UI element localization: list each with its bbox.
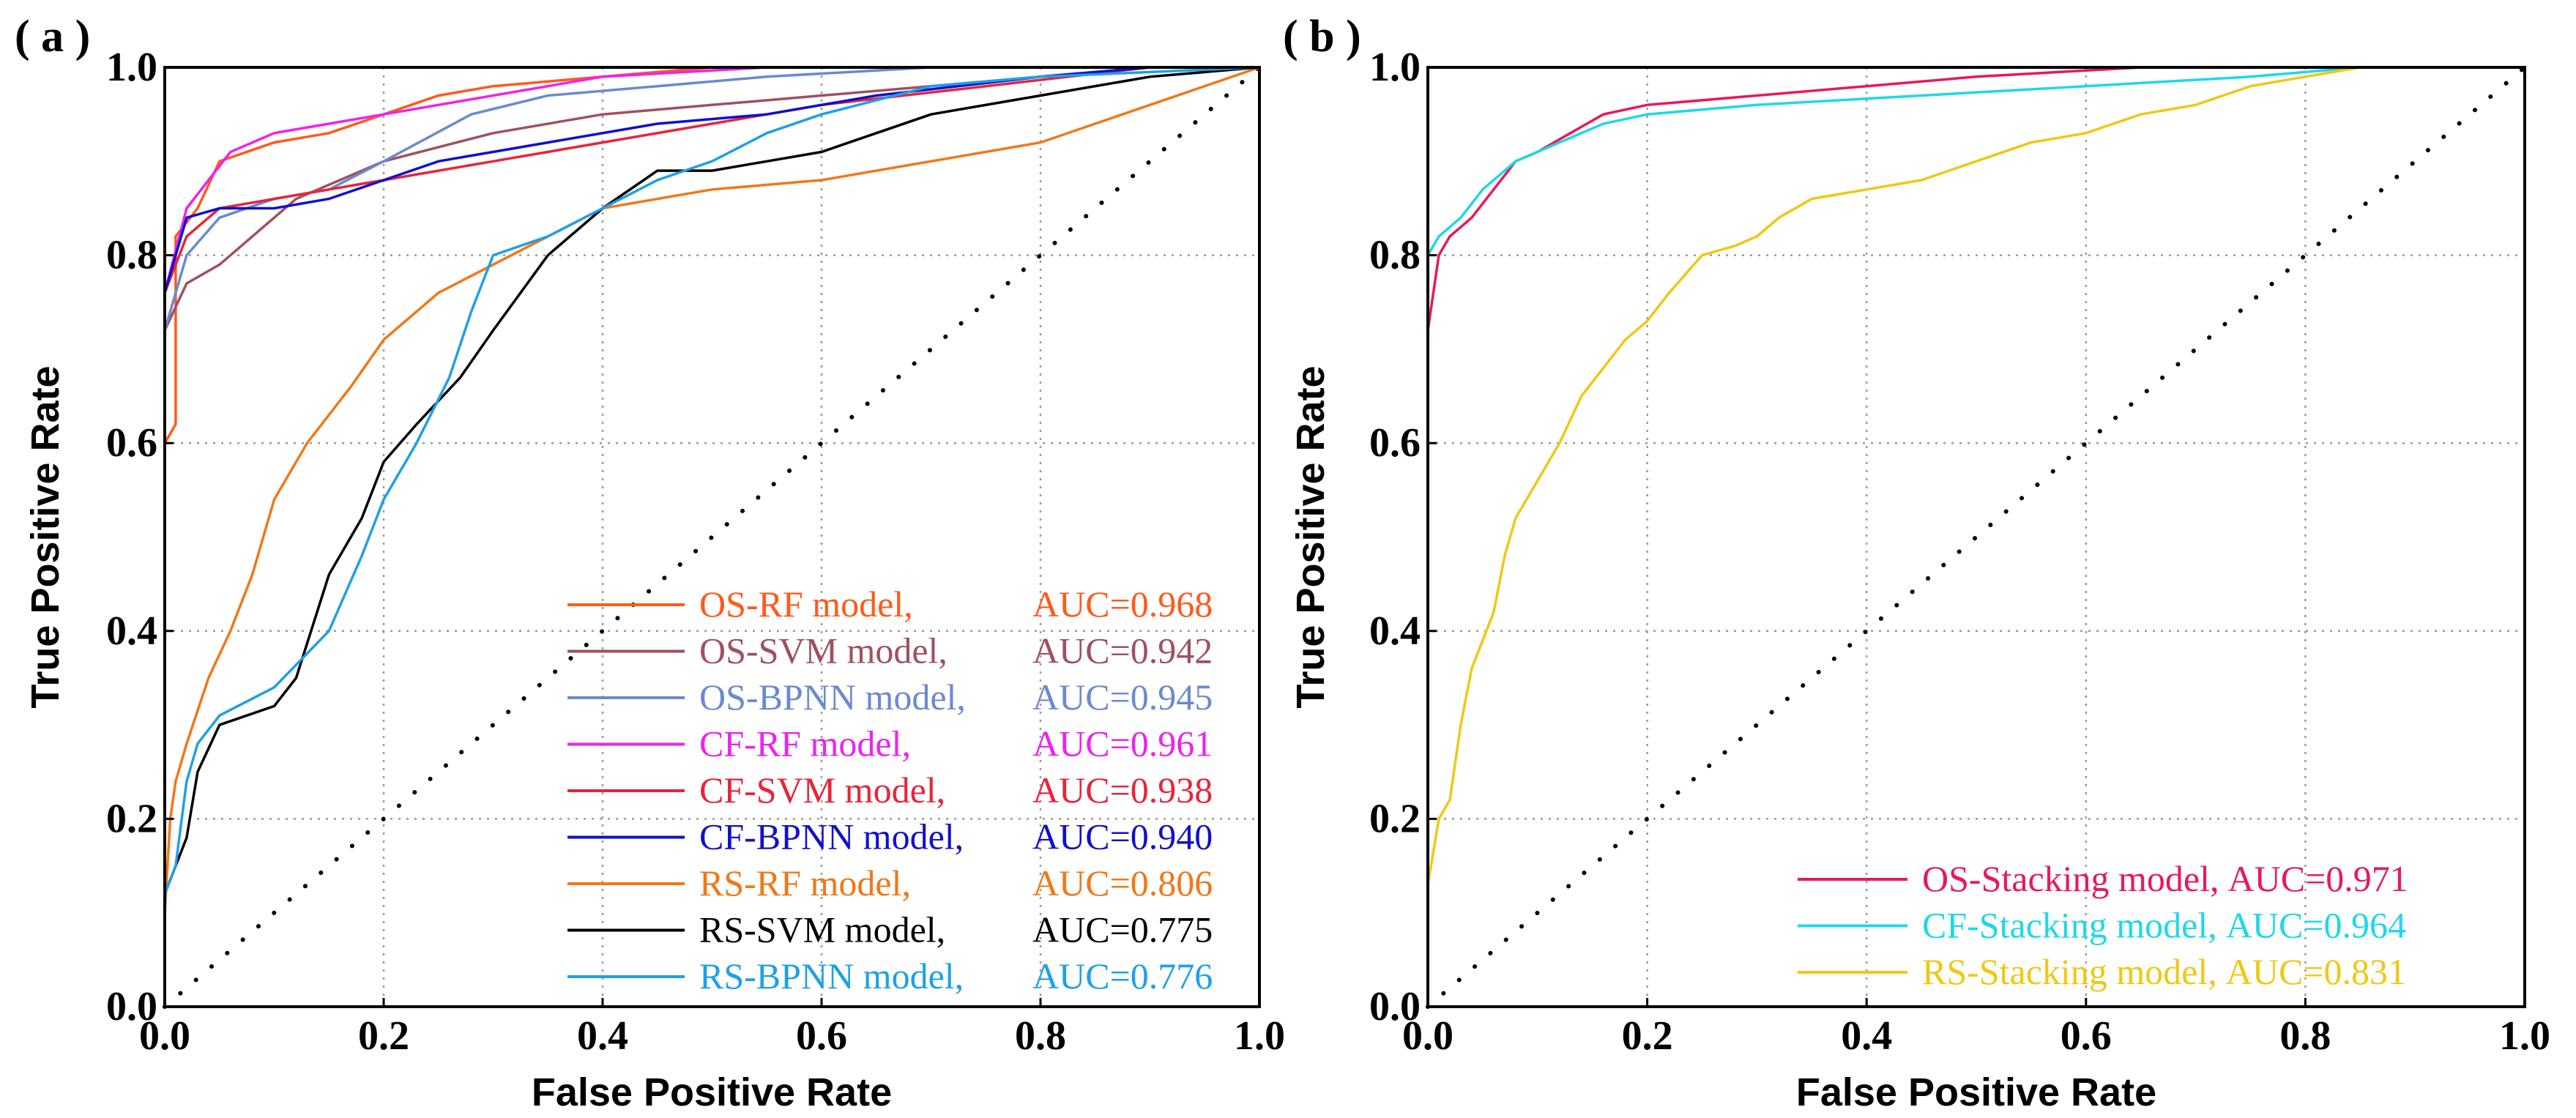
- panel-label: ( a ): [15, 12, 90, 62]
- x-tick-label: 0.6: [2061, 1013, 2112, 1059]
- series-line-os-stacking-model-: [1426, 66, 2525, 1007]
- y-tick-label: 0.2: [1369, 796, 1421, 841]
- x-tick-label: 0.0: [139, 1013, 190, 1059]
- legend-auc: AUC=0.971: [2228, 858, 2408, 899]
- legend-label: RS-RF model,: [699, 862, 911, 903]
- legend-auc: AUC=0.968: [1032, 584, 1213, 625]
- legend-auc: AUC=0.938: [1032, 769, 1213, 810]
- x-tick-label: 0.8: [1015, 1013, 1066, 1059]
- x-tick-label: 0.4: [577, 1013, 628, 1059]
- series-line-cf-rf-model-: [163, 66, 1259, 1007]
- series-line-rs-rf-model-: [163, 66, 1260, 1007]
- legend-label: RS-BPNN model,: [699, 955, 964, 996]
- y-tick-label: 0.6: [1369, 420, 1421, 466]
- series-line-os-bpnn-model-: [163, 66, 1259, 1007]
- y-tick-label: 0.0: [1369, 984, 1421, 1029]
- series-line-cf-svm-model-: [163, 66, 1259, 1007]
- legend-label: OS-BPNN model,: [699, 677, 966, 718]
- legend-label: OS-SVM model,: [699, 630, 948, 671]
- legend: OS-RF model, AUC=0.968 OS-SVM model, AUC=0.…: [567, 584, 1213, 996]
- x-tick-label: 0.2: [358, 1013, 409, 1059]
- series-line-cf-bpnn-model-: [163, 66, 1259, 1007]
- diagonal-reference-line: [1426, 65, 2527, 1009]
- series-line-rs-stacking-model-: [1426, 66, 2525, 1007]
- x-tick-label: 0.8: [2279, 1013, 2331, 1059]
- legend: OS-Stacking model, AUC=0.971 CF-Stacking m…: [1798, 858, 2408, 992]
- plot-frame: [1426, 66, 2526, 1008]
- x-tick-label: 1.0: [2499, 1013, 2550, 1059]
- y-tick-label: 1.0: [106, 45, 157, 90]
- legend-label: RS-Stacking model, AUC=0.831: [1922, 951, 2406, 992]
- y-tick-label: 0.8: [106, 233, 157, 278]
- legend-label: CF-BPNN model,: [699, 816, 964, 857]
- legend-label: CF-Stacking model, AUC=0.964: [1922, 905, 2406, 946]
- y-tick-label: 1.0: [1369, 45, 1421, 90]
- legend-label: OS-Stacking model, AUC=0.971: [1922, 858, 2408, 899]
- legend-label: OS-RF model,: [699, 584, 913, 625]
- legend-label: CF-SVM model,: [699, 769, 945, 810]
- series-line-os-rf-model-: [163, 66, 1259, 1007]
- series-line-cf-stacking-model-: [1426, 66, 2525, 1007]
- diagonal-reference-line: [163, 65, 1262, 1009]
- legend-label: RS-SVM model,: [699, 909, 945, 950]
- x-axis-title: False Positive Rate: [532, 1070, 892, 1114]
- plot-frame: [163, 66, 1261, 1008]
- series-line-rs-bpnn-model-: [163, 66, 1260, 1007]
- series-line-rs-svm-model-: [163, 66, 1260, 1007]
- x-tick-label: 0.4: [1841, 1013, 1892, 1059]
- legend-auc: AUC=0.964: [2226, 905, 2406, 946]
- legend-auc: AUC=0.776: [1032, 955, 1213, 996]
- legend-auc: AUC=0.831: [2226, 951, 2406, 992]
- legend-label-name: CF-Stacking model,: [1922, 905, 2217, 946]
- x-axis-title: False Positive Rate: [1796, 1070, 2156, 1114]
- legend-auc: AUC=0.940: [1032, 816, 1213, 857]
- legend-auc: AUC=0.961: [1032, 723, 1213, 764]
- x-tick-label: 0.2: [1622, 1013, 1673, 1059]
- y-tick-label: 0.8: [1369, 233, 1421, 278]
- legend-auc: AUC=0.806: [1032, 862, 1213, 903]
- y-tick-label: 0.6: [106, 420, 157, 466]
- x-tick-label: 0.6: [796, 1013, 847, 1059]
- y-tick-label: 0.2: [106, 796, 157, 841]
- y-tick-label: 0.4: [1369, 608, 1421, 654]
- x-tick-label: 0.0: [1402, 1013, 1453, 1059]
- chart-panel-b: 0.0 0.2 0.4 0.6 0.8 1.0 0.0 0.2 0.4 0.6 0.8 1.0 Fals…: [1283, 12, 2550, 1114]
- chart-panel-a: 0.0 0.2 0.4 0.6 0.8 1.0 0.0 0.2 0.4 0.6 0.8 1.0 Fals…: [15, 12, 1285, 1114]
- legend-label-name: OS-Stacking model,: [1922, 858, 2219, 899]
- legend-label-name: RS-Stacking model,: [1922, 951, 2217, 992]
- y-axis-title: True Positive Rate: [23, 365, 67, 708]
- legend-auc: AUC=0.945: [1032, 677, 1213, 718]
- y-axis-title: True Positive Rate: [1289, 365, 1333, 708]
- legend-auc: AUC=0.775: [1032, 909, 1213, 950]
- legend-label: CF-RF model,: [699, 723, 911, 764]
- legend-auc: AUC=0.942: [1032, 630, 1213, 671]
- x-tick-label: 1.0: [1234, 1013, 1285, 1059]
- panel-label: ( b ): [1283, 12, 1361, 62]
- y-tick-label: 0.0: [106, 984, 157, 1029]
- y-tick-label: 0.4: [106, 608, 157, 654]
